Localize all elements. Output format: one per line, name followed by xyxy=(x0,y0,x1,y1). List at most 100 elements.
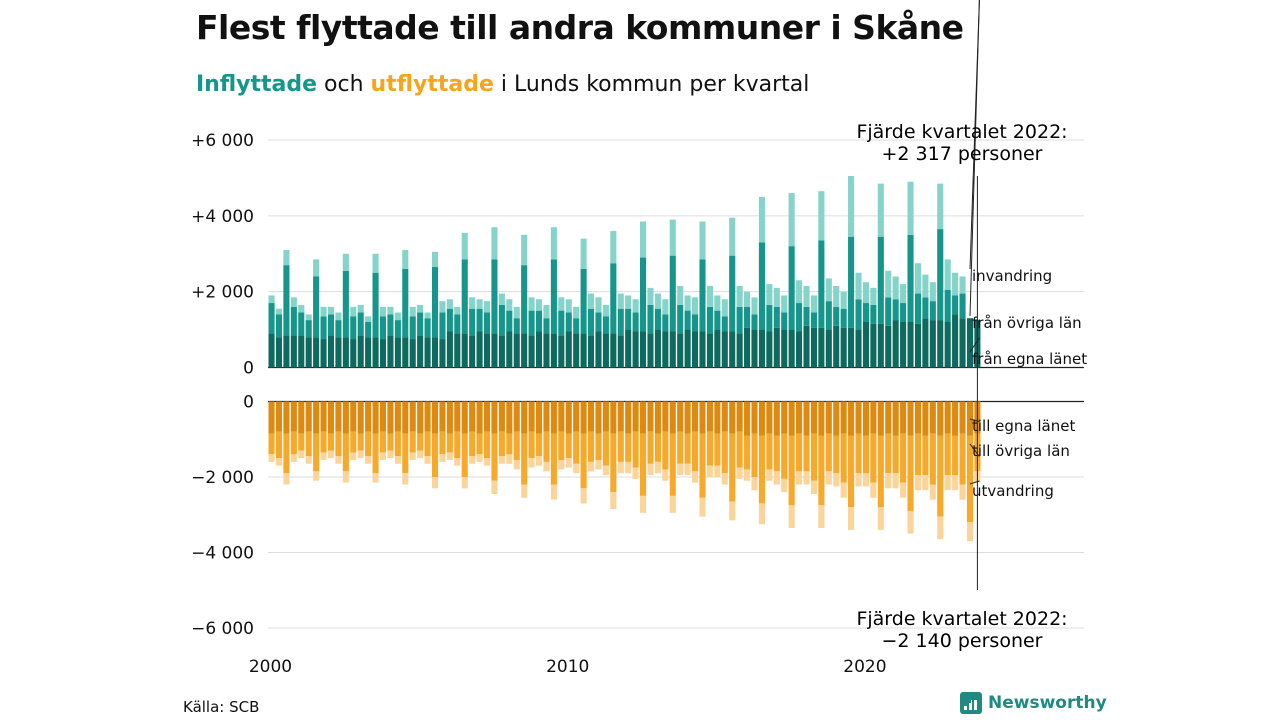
bar-out-0 xyxy=(654,401,661,434)
bar-in-2 xyxy=(365,316,372,322)
annotation-bottom-line2: −2 140 personer xyxy=(882,630,1043,652)
bar-in-1 xyxy=(944,289,951,322)
bar-out-2 xyxy=(959,484,966,500)
bar-in-0 xyxy=(714,329,721,368)
bar-out-0 xyxy=(833,401,840,436)
bar-in-0 xyxy=(922,318,929,368)
bar-out-0 xyxy=(870,401,877,434)
newsworthy-logo-icon xyxy=(960,692,982,714)
bar-out-0 xyxy=(506,401,513,434)
bar-in-2 xyxy=(744,291,751,307)
bar-in-0 xyxy=(491,333,498,368)
bar-in-1 xyxy=(818,240,825,328)
bar-out-2 xyxy=(647,463,654,476)
bar-in-0 xyxy=(424,337,431,368)
bar-in-0 xyxy=(565,331,572,368)
bar-out-1 xyxy=(810,433,817,481)
bar-out-2 xyxy=(833,473,840,487)
subtitle-och: och xyxy=(317,72,371,97)
bar-out-0 xyxy=(966,401,974,436)
bar-in-1 xyxy=(587,308,595,336)
bar-in-2 xyxy=(952,272,959,296)
bar-out-2 xyxy=(848,507,855,530)
bar-out-2 xyxy=(513,460,520,470)
bar-in-1 xyxy=(498,304,505,336)
brand-name: Newsworthy xyxy=(988,693,1107,713)
bar-in-1 xyxy=(862,303,869,322)
bar-in-1 xyxy=(914,293,922,324)
bar-out-1 xyxy=(825,433,832,472)
bar-in-1 xyxy=(417,312,424,336)
bar-in-0 xyxy=(617,335,624,368)
bar-in-2 xyxy=(803,285,810,307)
bar-in-1 xyxy=(335,320,342,338)
bar-out-2 xyxy=(543,461,550,472)
bar-out-0 xyxy=(781,401,788,434)
bar-out-2 xyxy=(580,488,587,504)
bar-out-1 xyxy=(283,433,290,474)
bar-out-1 xyxy=(914,433,922,476)
bar-in-2 xyxy=(706,285,713,307)
bar-out-0 xyxy=(439,401,446,432)
bar-out-1 xyxy=(543,431,550,462)
bar-in-2 xyxy=(929,282,936,302)
bar-in-1 xyxy=(595,312,602,332)
bar-in-2 xyxy=(506,299,513,311)
bar-out-2 xyxy=(825,471,832,485)
bar-out-1 xyxy=(290,431,297,455)
bar-out-2 xyxy=(602,465,609,476)
bar-out-0 xyxy=(387,401,394,434)
bar-out-2 xyxy=(327,450,335,459)
bar-out-2 xyxy=(565,458,572,468)
bar-in-2 xyxy=(669,219,676,256)
bar-in-1 xyxy=(825,301,832,330)
y-tick-label: 0 xyxy=(243,359,254,379)
bar-in-0 xyxy=(268,333,275,368)
bar-in-2 xyxy=(327,306,335,315)
bar-out-1 xyxy=(714,433,721,466)
bar-in-0 xyxy=(313,337,320,368)
bar-in-1 xyxy=(877,236,884,324)
bar-out-2 xyxy=(290,454,297,462)
bar-in-0 xyxy=(773,327,780,368)
bar-in-0 xyxy=(900,322,907,368)
bar-out-2 xyxy=(877,507,884,530)
bar-out-0 xyxy=(922,401,929,436)
bar-out-1 xyxy=(877,435,884,508)
bar-in-1 xyxy=(610,263,617,334)
bar-in-2 xyxy=(773,287,780,307)
bar-in-1 xyxy=(275,314,283,338)
bar-in-0 xyxy=(796,331,803,368)
bar-in-0 xyxy=(543,333,550,368)
bar-out-1 xyxy=(654,433,661,462)
bar-out-1 xyxy=(751,433,758,477)
bar-out-0 xyxy=(885,401,892,434)
bar-out-1 xyxy=(431,433,439,477)
bar-in-1 xyxy=(283,265,290,336)
bar-in-2 xyxy=(550,227,557,260)
bar-out-1 xyxy=(669,433,676,496)
bar-out-0 xyxy=(491,401,498,434)
bar-out-0 xyxy=(706,401,713,432)
bar-in-0 xyxy=(469,335,476,368)
bar-out-0 xyxy=(810,401,817,434)
bar-out-2 xyxy=(692,471,699,483)
bar-out-2 xyxy=(357,450,364,459)
bar-out-0 xyxy=(669,401,676,434)
bar-out-2 xyxy=(476,454,483,462)
bar-out-1 xyxy=(469,431,476,457)
bar-in-2 xyxy=(647,287,654,305)
bar-out-2 xyxy=(595,460,602,470)
bar-in-2 xyxy=(565,299,572,313)
bar-out-2 xyxy=(350,452,357,461)
bar-in-2 xyxy=(751,297,758,315)
bar-out-0 xyxy=(402,401,409,434)
bar-out-0 xyxy=(721,401,728,432)
bar-out-0 xyxy=(498,401,505,432)
bar-in-0 xyxy=(662,331,669,368)
bar-in-0 xyxy=(892,320,899,368)
bar-out-2 xyxy=(803,471,810,485)
bar-in-1 xyxy=(692,314,699,332)
bar-out-0 xyxy=(862,401,869,436)
bar-in-2 xyxy=(825,278,832,302)
